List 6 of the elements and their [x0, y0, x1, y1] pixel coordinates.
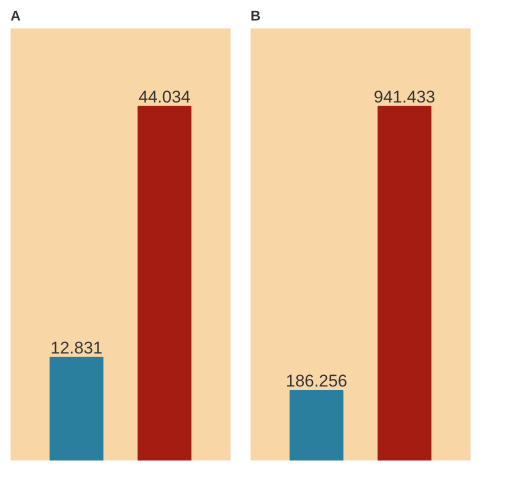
chart-title: B [250, 8, 261, 24]
data-label: 941.433 [374, 87, 436, 106]
chart-title: A [10, 8, 21, 24]
data-label: 44.034 [138, 87, 190, 106]
data-label: 186.256 [286, 371, 348, 390]
data-label: 12.831 [50, 338, 102, 358]
